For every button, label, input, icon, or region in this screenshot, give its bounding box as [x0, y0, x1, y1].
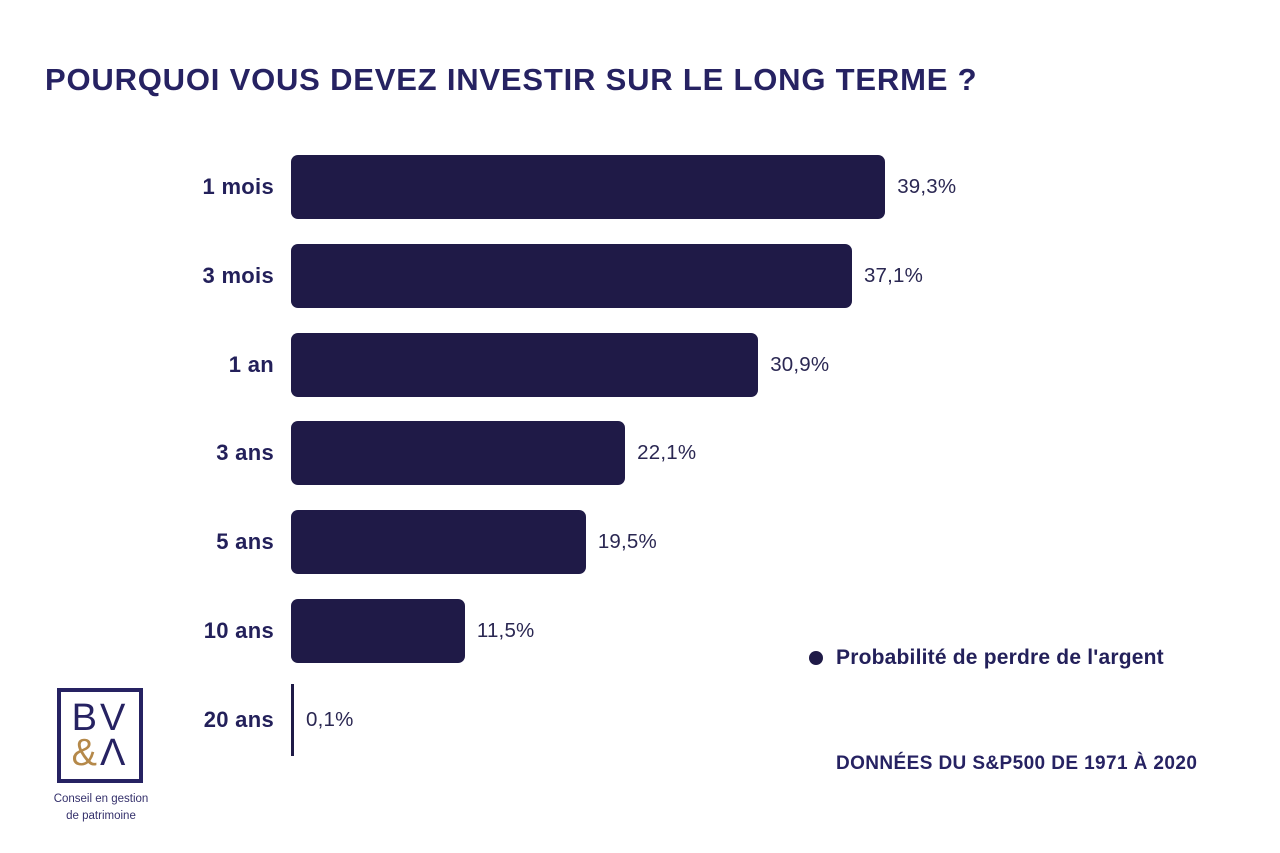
brand-logo: BV &Λ [57, 688, 143, 783]
bar-row: 3 mois 37,1% [0, 243, 1280, 308]
bar [291, 683, 294, 756]
value-label: 37,1% [863, 263, 924, 287]
logo-letters-top: BV [71, 696, 129, 739]
bar-row: 5 ans 19,5% [0, 510, 1280, 575]
bar [291, 421, 626, 486]
value-label: 19,5% [597, 530, 657, 554]
legend-circle-marker-icon [809, 651, 823, 665]
value-label: 39,3% [897, 175, 957, 198]
category-label: 10 ans [203, 617, 274, 643]
bar [291, 155, 886, 219]
bar-row: 10 ans 11,5% [0, 598, 1280, 663]
bar-row: 1 an 30,9% [0, 332, 1280, 397]
bar [291, 332, 759, 397]
value-label: 22,1% [637, 441, 697, 465]
category-label: 5 ans [216, 529, 274, 555]
logo-inverted-v: Λ [99, 731, 129, 774]
bar-rows: 1 mois 39,3% 3 mois 37,1% 1 an 30,9% 3 ans 22,1… [0, 155, 1280, 756]
bar-row: 3 ans 22,1% [0, 421, 1280, 486]
value-label: 30,9% [770, 352, 830, 376]
value-label: 11,5% [476, 618, 535, 642]
category-label: 1 mois [202, 174, 274, 199]
category-label: 1 an [228, 351, 274, 377]
legend-label: Probabilité de perdre de l'argent [836, 646, 1164, 669]
chart-title: POURQUOI VOUS DEVEZ INVESTIR SUR LE LONG… [45, 62, 978, 97]
bar-row: 20 ans 0,1% [0, 683, 1280, 756]
bar-row: 1 mois 39,3% [0, 155, 1280, 219]
bar [291, 510, 586, 575]
category-label: 3 mois [202, 262, 274, 288]
logo-tagline-line2: de patrimoine [66, 809, 136, 822]
bar [291, 598, 465, 663]
data-source-note: DONNÉES DU S&P500 DE 1971 À 2020 [836, 753, 1198, 774]
value-label: 0,1% [306, 707, 354, 731]
logo-ampersand: & [71, 731, 100, 774]
logo-tagline: Conseil en gestion de patrimoine [36, 791, 166, 824]
category-label: 3 ans [216, 440, 274, 466]
legend: Probabilité de perdre de l'argent [809, 646, 1164, 670]
category-label: 20 ans [203, 706, 274, 732]
bar-chart: 1 mois 39,3% 3 mois 37,1% 1 an 30,9% 3 ans 22,1… [0, 155, 1280, 777]
logo-tagline-line1: Conseil en gestion [53, 793, 149, 805]
bar [291, 243, 852, 308]
logo-letters-bottom: &Λ [72, 734, 129, 772]
